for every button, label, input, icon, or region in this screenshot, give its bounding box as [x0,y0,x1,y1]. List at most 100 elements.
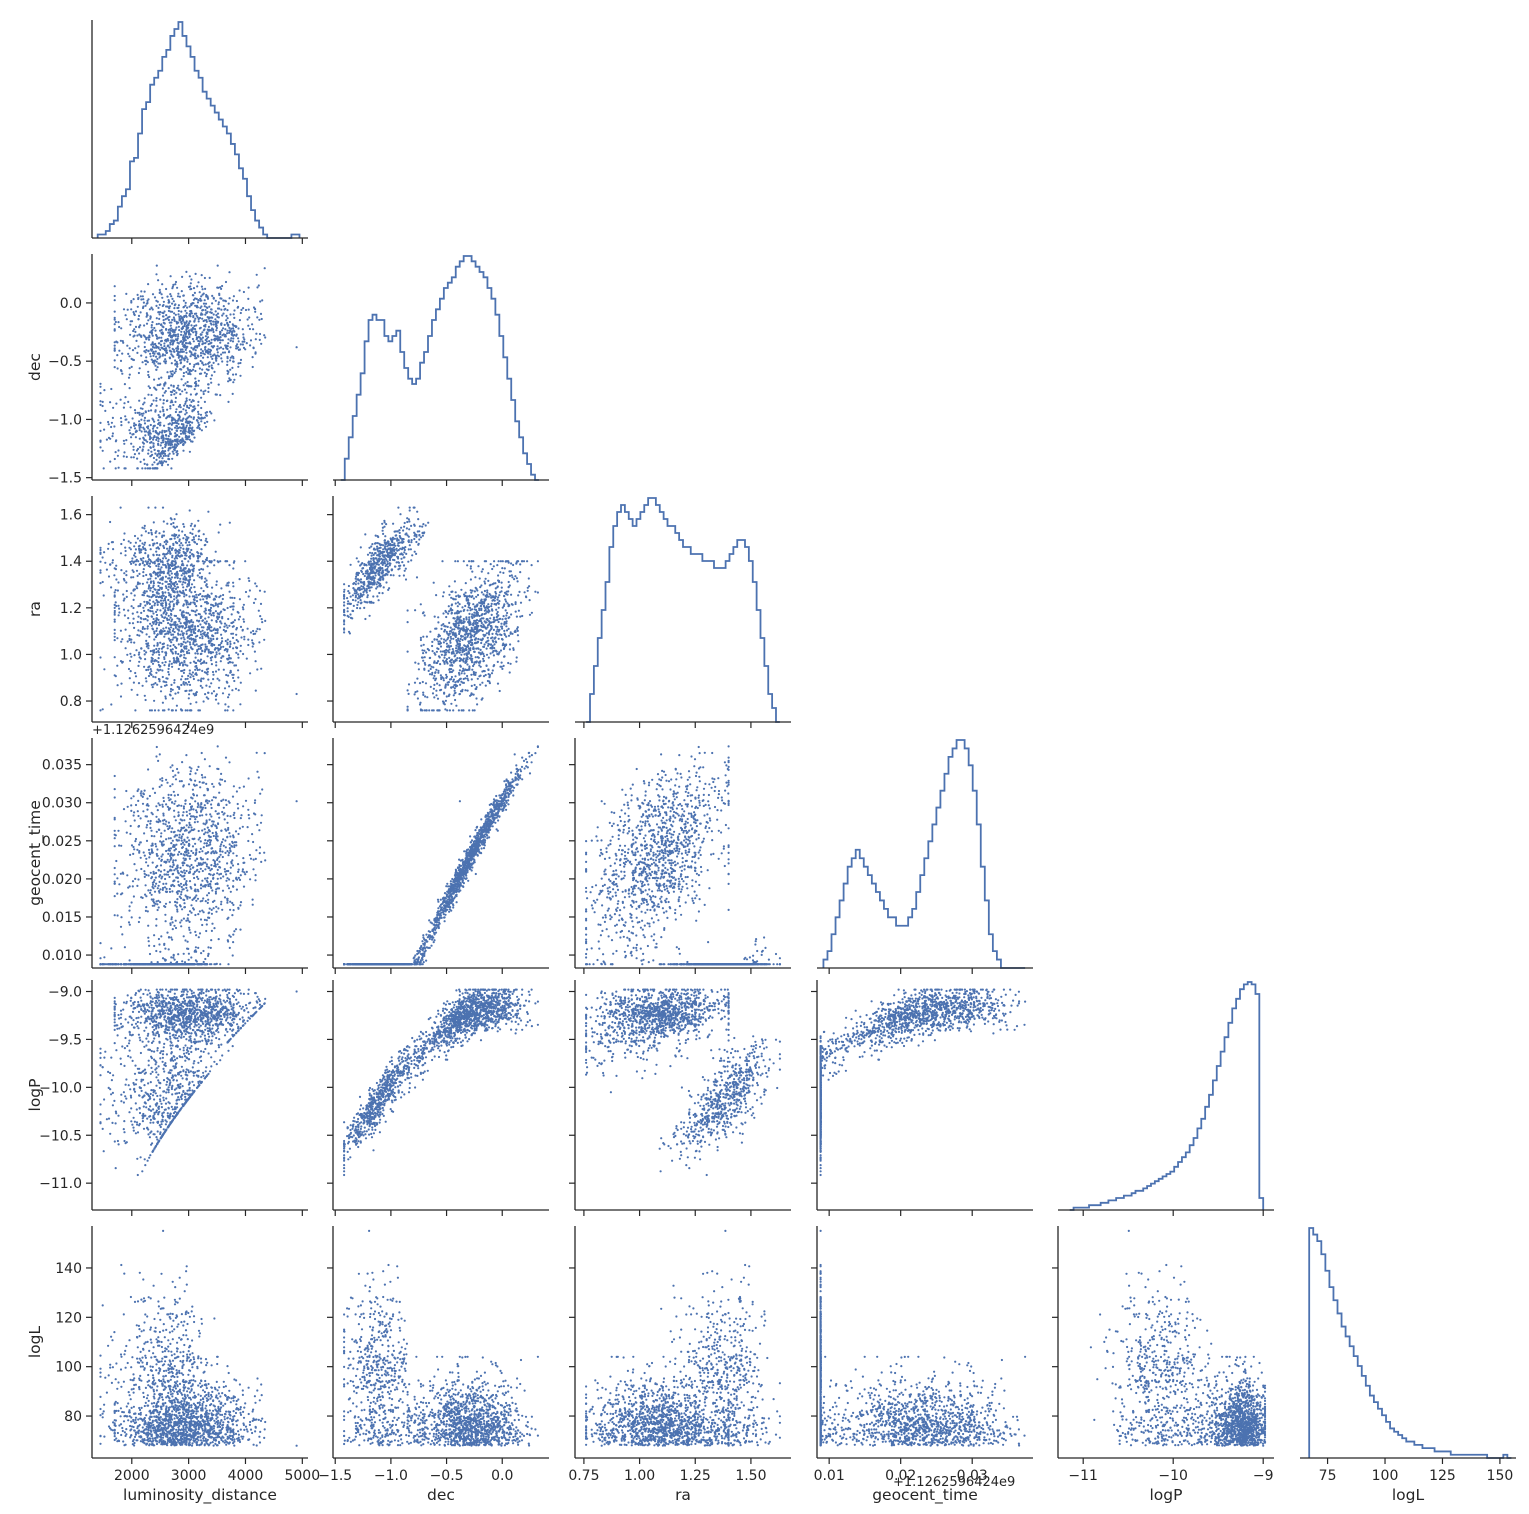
scatter-point [366,596,369,599]
scatter-point [174,359,177,362]
scatter-point [194,349,197,352]
scatter-point [468,612,471,616]
scatter-point [127,352,130,355]
scatter-point [191,421,194,424]
scatter-point [139,424,142,428]
scatter-point [149,467,152,470]
scatter-point [424,524,427,527]
scatter-point [167,457,170,461]
scatter-point [169,517,172,520]
scatter-point [256,316,259,319]
scatter-point [251,365,254,369]
scatter-point [184,641,187,644]
scatter-point [128,677,131,680]
scatter-point [156,463,159,466]
scatter-point [172,355,175,358]
scatter-point [488,592,491,596]
scatter-point [153,649,156,652]
scatter-point [162,599,165,602]
scatter-point [180,642,183,646]
scatter-point [370,557,373,560]
scatter-point [220,329,224,332]
scatter-point [170,633,173,636]
scatter-point [373,561,376,564]
scatter-point [136,633,139,637]
scatter-point [462,657,465,660]
scatter-point [161,325,164,328]
scatter-point [468,709,471,712]
scatter-point [181,632,184,635]
scatter-point [195,643,198,646]
scatter-point [215,661,218,664]
scatter-point [226,363,229,366]
scatter-point [186,306,189,309]
scatter-point [148,562,151,565]
scatter-point [169,343,172,346]
scatter-point [226,372,229,375]
scatter-point [220,323,223,326]
scatter-point [145,633,148,636]
scatter-point [182,650,185,653]
scatter-point [190,324,193,327]
scatter-point [189,643,192,646]
scatter-point [226,638,229,641]
scatter-point [204,325,207,328]
scatter-point [468,594,471,598]
scatter-point [145,668,148,672]
scatter-point [164,433,168,437]
scatter-point [478,614,481,618]
scatter-point [170,609,173,613]
scatter-point [142,546,145,549]
scatter-point [132,576,135,579]
scatter-point [201,340,204,343]
scatter-point [154,364,157,367]
scatter-point [528,613,532,616]
scatter-point [167,667,170,671]
scatter-point [130,436,133,439]
scatter-point [126,308,129,311]
scatter-point [363,574,366,578]
scatter-point [158,431,161,434]
scatter-point [192,417,195,420]
scatter-point [154,676,157,679]
scatter-point [152,571,155,574]
scatter-point [135,449,139,452]
scatter-point [144,698,147,702]
scatter-point [172,627,175,631]
scatter-point [115,402,118,405]
scatter-point [404,567,407,570]
scatter-point [176,583,179,586]
scatter-point [220,287,223,290]
scatter-point [153,360,156,363]
scatter-point [117,321,120,324]
scatter-point [386,560,389,563]
scatter-point [220,622,223,625]
scatter-point [225,319,228,322]
scatter-point [197,538,200,541]
scatter-point [137,297,140,301]
scatter-point [482,617,485,620]
scatter-point [167,435,170,438]
scatter-point [456,657,459,660]
scatter-point [178,435,181,438]
scatter-point [137,318,140,321]
scatter-point [194,692,197,695]
scatter-point [134,310,138,313]
scatter-point [129,320,132,323]
scatter-point [123,467,126,470]
scatter-point [209,329,212,332]
scatter-point [213,353,216,356]
scatter-point [173,567,176,570]
scatter-point [493,643,496,646]
scatter-point [140,418,143,421]
scatter-point [217,531,220,534]
scatter-point [164,564,167,567]
scatter-point [163,629,166,633]
scatter-point [186,420,189,423]
scatter-point [150,324,153,327]
scatter-point [406,705,409,708]
scatter-point [182,581,185,584]
scatter-point [209,342,212,345]
scatter-point [151,341,154,344]
scatter-point [199,616,202,620]
